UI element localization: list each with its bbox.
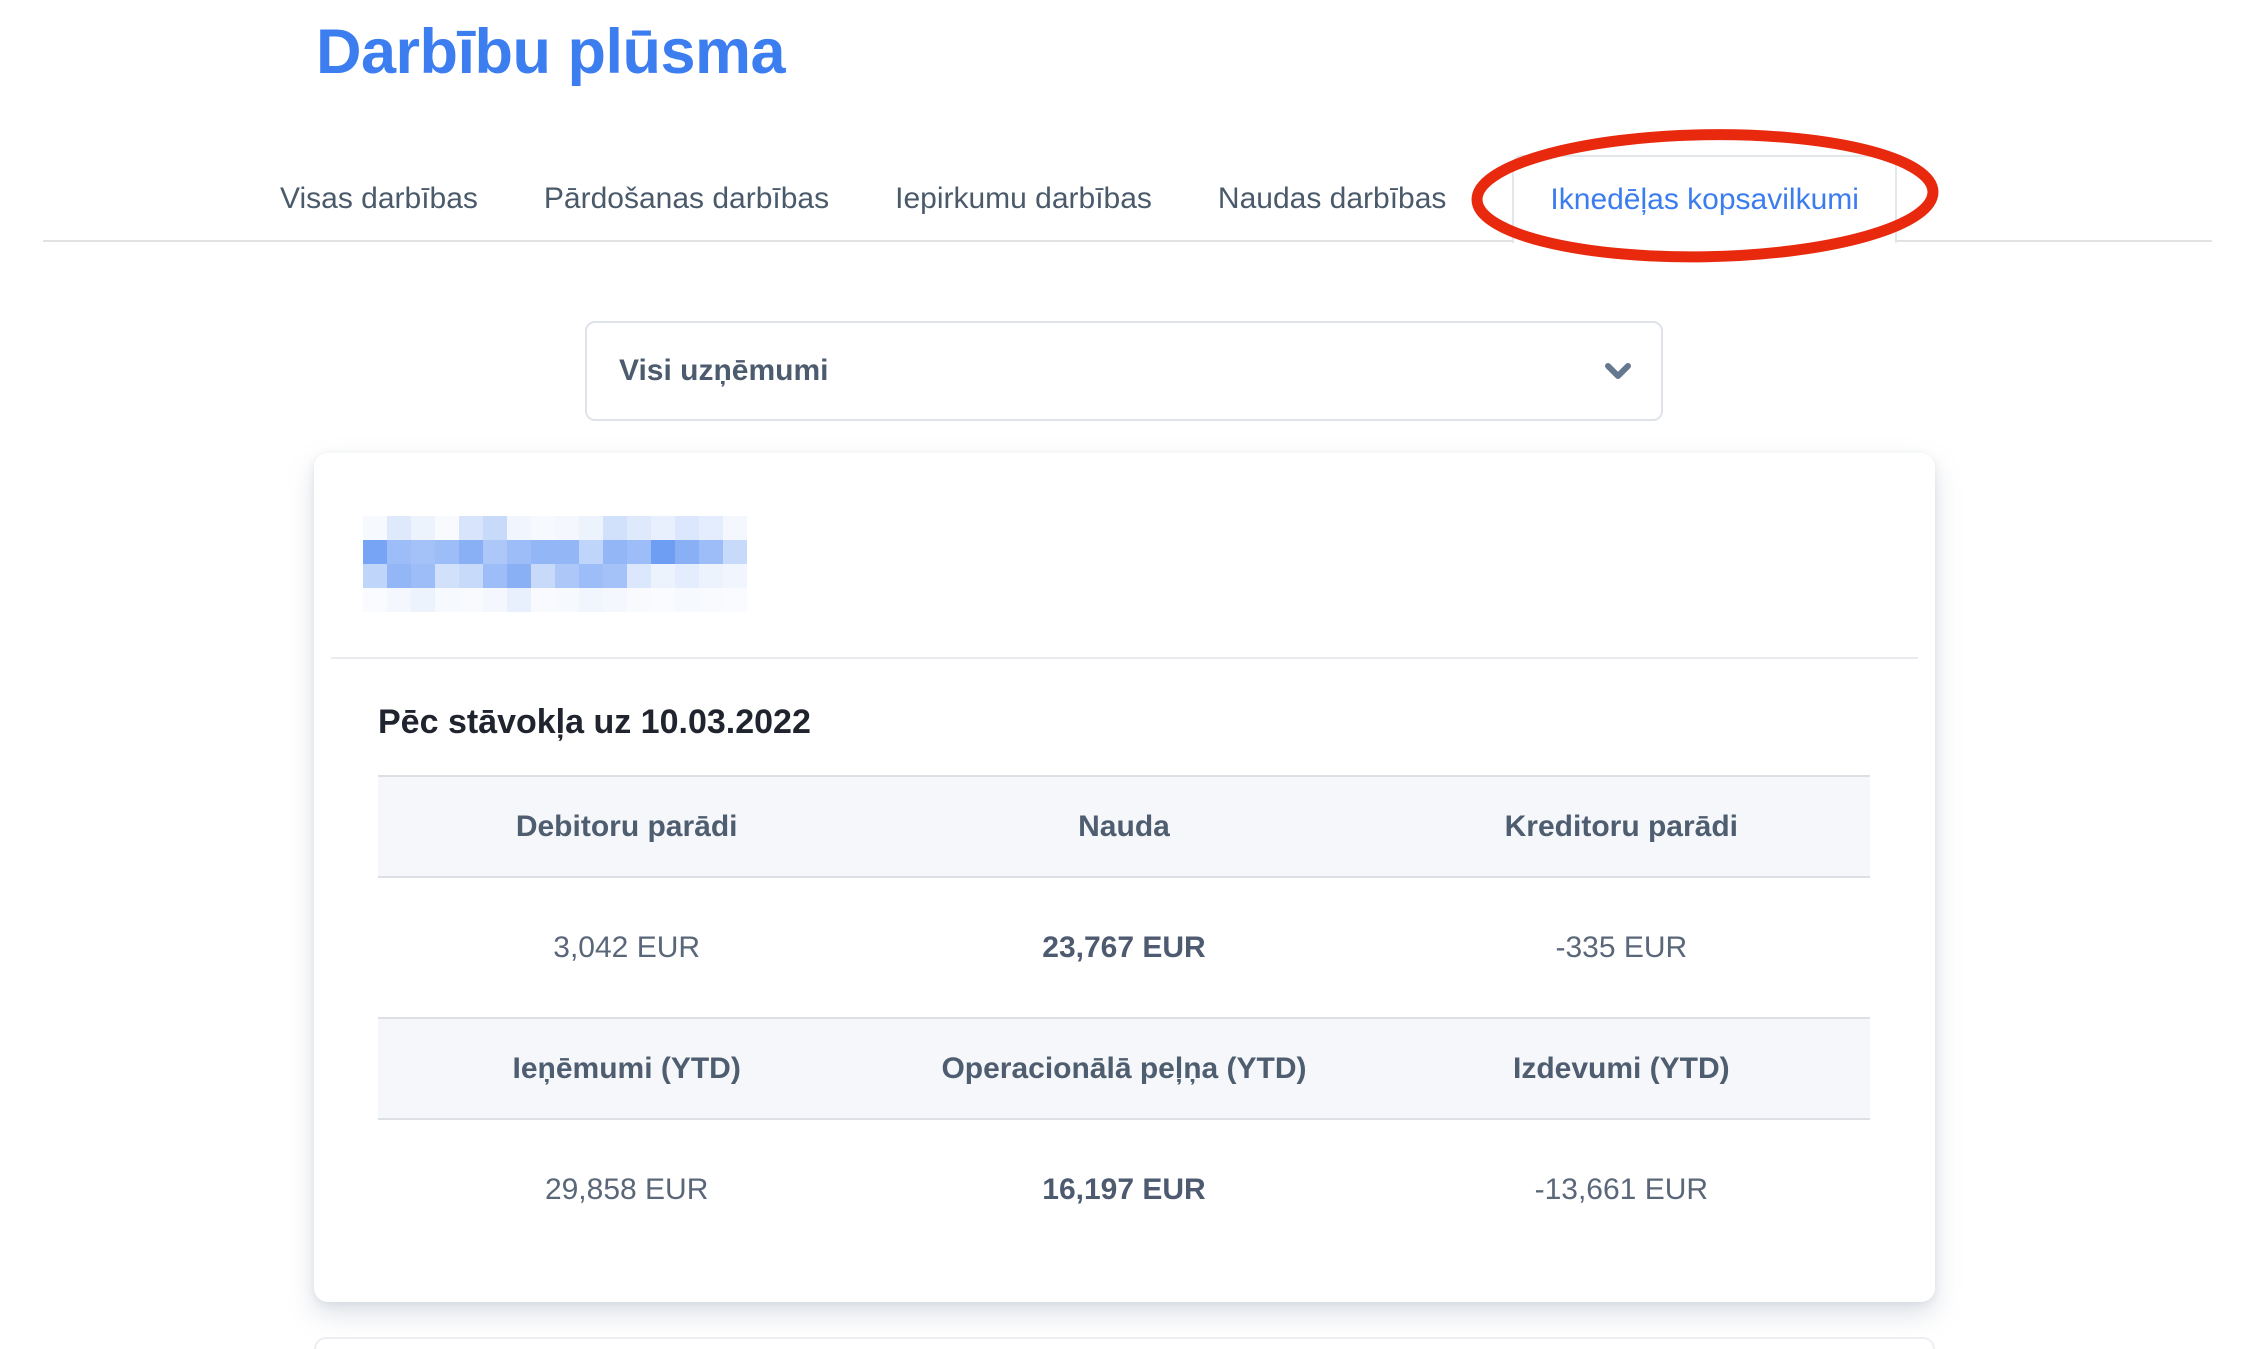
summary-value-cell: 23,767 EUR: [1042, 930, 1206, 964]
company-summary-card: Pēc stāvokļa uz 10.03.2022 Debitoru parā…: [314, 453, 1935, 1302]
tab-bar: Visas darbības Pārdošanas darbības Iepirku…: [280, 129, 1939, 263]
summary-value-cell: 3,042 EUR: [553, 930, 701, 964]
page-title: Darbību plūsma: [316, 17, 786, 87]
tab-iknedelas-kopsavilkumi[interactable]: Iknedēļas kopsavilkumi: [1471, 129, 1939, 263]
summary-value-row: 3,042 EUR 23,767 EUR -335 EUR: [378, 878, 1870, 1017]
summary-value-row: 29,858 EUR 16,197 EUR -13,661 EUR: [378, 1120, 1870, 1259]
summary-header-row: Ieņēmumi (YTD) Operacionālā peļņa (YTD) Iz…: [378, 1017, 1870, 1120]
tab-label: Iepirkumu darbības: [895, 182, 1152, 215]
tab-label: Iknedēļas kopsavilkumi: [1550, 183, 1859, 216]
next-card-edge: [314, 1337, 1935, 1349]
summary-header-row: Debitoru parādi Nauda Kreditoru parādi: [378, 775, 1870, 878]
summary-header-cell: Kreditoru parādi: [1504, 809, 1739, 843]
as-of-heading: Pēc stāvokļa uz 10.03.2022: [378, 703, 811, 741]
chevron-down-icon: [1605, 362, 1631, 379]
tab-label: Pārdošanas darbības: [543, 182, 830, 215]
tab-iepirkumu-darbibas[interactable]: Iepirkumu darbības: [895, 182, 1152, 216]
company-filter-value: Visi uzņēmumi: [619, 354, 829, 387]
summary-header-cell: Debitoru parādi: [515, 809, 738, 843]
company-name-redacted: [363, 516, 747, 612]
tabbar-underline: [43, 240, 2212, 242]
summary-value-cell: 16,197 EUR: [1042, 1172, 1206, 1206]
summary-header-cell: Izdevumi (YTD): [1512, 1051, 1730, 1085]
summary-value-cell: -335 EUR: [1555, 930, 1688, 964]
summary-header-cell: Nauda: [1078, 809, 1170, 843]
summary-header-cell: Ieņēmumi (YTD): [512, 1051, 741, 1085]
summary-table: Debitoru parādi Nauda Kreditoru parādi 3,04…: [378, 775, 1870, 1259]
summary-header-cell: Operacionālā peļņa (YTD): [941, 1051, 1307, 1085]
tab-naudas-darbibas[interactable]: Naudas darbības: [1218, 182, 1447, 216]
company-filter-dropdown[interactable]: Visi uzņēmumi: [585, 321, 1663, 421]
summary-value-cell: 29,858 EUR: [544, 1172, 709, 1206]
tab-pardosanas-darbibas[interactable]: Pārdošanas darbības: [544, 182, 829, 216]
tab-label: Naudas darbības: [1217, 182, 1447, 215]
tab-label: Visas darbības: [280, 182, 478, 215]
card-divider: [331, 657, 1918, 659]
summary-value-cell: -13,661 EUR: [1534, 1172, 1709, 1206]
tab-visas-darbibas[interactable]: Visas darbības: [280, 182, 478, 216]
